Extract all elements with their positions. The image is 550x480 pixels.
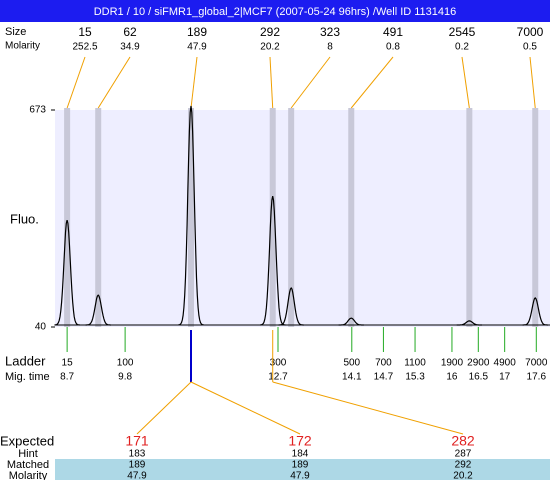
mig-time: 16.5 bbox=[469, 372, 489, 383]
mig-time: 15.3 bbox=[405, 372, 425, 383]
peak-band bbox=[532, 108, 539, 327]
expected-size: 172 bbox=[288, 433, 312, 449]
matched: 292 bbox=[455, 460, 472, 471]
match-connector bbox=[190, 381, 301, 435]
peak-size: 7000 bbox=[517, 25, 544, 39]
peak-band bbox=[288, 108, 295, 327]
peak-trace bbox=[522, 296, 548, 326]
peak-connector bbox=[97, 56, 131, 109]
peak-molarity: 20.2 bbox=[260, 42, 280, 53]
hint: 184 bbox=[292, 449, 309, 460]
peak-connector bbox=[269, 56, 274, 109]
peak-band bbox=[466, 108, 473, 327]
peak-molarity: 252.5 bbox=[72, 42, 97, 53]
peak-molarity: 0.2 bbox=[455, 42, 469, 53]
ladder-size: 4900 bbox=[494, 358, 517, 369]
ladder-size: 15 bbox=[62, 358, 74, 369]
peak-trace bbox=[456, 320, 482, 326]
matched: 189 bbox=[292, 460, 309, 471]
matched: 189 bbox=[129, 460, 146, 471]
ladder-size: 7000 bbox=[525, 358, 548, 369]
peak-connector bbox=[529, 56, 536, 109]
peak-molarity: 0.5 bbox=[523, 42, 537, 53]
matched-band bbox=[55, 459, 550, 480]
peak-connector bbox=[190, 56, 198, 109]
peak-molarity: 8 bbox=[327, 42, 333, 53]
peak-size: 491 bbox=[383, 25, 403, 39]
peak-band bbox=[269, 108, 276, 327]
peak-molarity: 0.8 bbox=[386, 42, 400, 53]
peak-band bbox=[95, 108, 102, 327]
ladder-label: Ladder bbox=[5, 353, 46, 368]
ladder-size: 100 bbox=[117, 358, 134, 369]
peak-size: 15 bbox=[78, 25, 92, 39]
molarity: 47.9 bbox=[290, 471, 310, 480]
peak-connector bbox=[350, 56, 394, 109]
peak-band bbox=[188, 108, 195, 327]
row-label: Size bbox=[5, 26, 26, 38]
expected-size: 171 bbox=[125, 433, 149, 449]
match-connector bbox=[272, 381, 464, 435]
peak-band bbox=[348, 108, 355, 327]
molarity: 47.9 bbox=[127, 471, 147, 480]
peak-trace bbox=[338, 317, 364, 326]
expected-label: Expected bbox=[0, 433, 54, 448]
plot-area bbox=[55, 110, 550, 327]
peak-trace bbox=[85, 294, 111, 326]
peak-band bbox=[64, 108, 71, 327]
ladder-size: 500 bbox=[343, 358, 360, 369]
y-axis-label: Fluo. bbox=[10, 211, 39, 226]
row-label: Molarity bbox=[5, 41, 40, 52]
mig-time: 9.8 bbox=[118, 372, 132, 383]
peak-size: 189 bbox=[187, 25, 207, 39]
title-bar bbox=[0, 0, 550, 22]
peak-molarity: 47.9 bbox=[187, 42, 207, 53]
ladder-size: 1100 bbox=[404, 358, 426, 369]
peak-size: 323 bbox=[320, 25, 340, 39]
mig-time: 17.6 bbox=[527, 372, 547, 383]
molarity: 20.2 bbox=[453, 471, 473, 480]
hint: 183 bbox=[129, 449, 146, 460]
ladder-size: 700 bbox=[375, 358, 392, 369]
row-label: Matched bbox=[7, 459, 49, 471]
peak-size: 2545 bbox=[449, 25, 476, 39]
mig-time: 16 bbox=[446, 372, 458, 383]
peak-trace bbox=[260, 195, 286, 326]
mig-time: 14.7 bbox=[374, 372, 394, 383]
peak-size: 62 bbox=[123, 25, 137, 39]
peak-molarity: 34.9 bbox=[120, 42, 140, 53]
peak-size: 292 bbox=[260, 25, 280, 39]
mig-time: 17 bbox=[499, 372, 511, 383]
ladder-size: 2900 bbox=[467, 358, 490, 369]
y-tick-label: 40 bbox=[35, 322, 47, 333]
peak-trace bbox=[178, 105, 204, 326]
peak-connector bbox=[66, 56, 86, 109]
title: DDR1 / 10 / siFMR1_global_2|MCF7 (2007-0… bbox=[94, 6, 457, 18]
peak-trace bbox=[54, 219, 80, 326]
peak-connector bbox=[290, 56, 331, 109]
hint: 287 bbox=[455, 449, 472, 460]
peak-connector bbox=[461, 56, 470, 109]
row-label: Molarity bbox=[9, 470, 48, 480]
mig-time: 8.7 bbox=[60, 372, 74, 383]
expected-size: 282 bbox=[451, 433, 475, 449]
ladder-size: 300 bbox=[270, 358, 287, 369]
mig-time: 14.1 bbox=[342, 372, 362, 383]
row-label: Hint bbox=[18, 448, 38, 460]
ladder-size: 1900 bbox=[441, 358, 464, 369]
mig-time: 12.7 bbox=[268, 372, 288, 383]
y-tick-label: 673 bbox=[29, 105, 46, 116]
match-connector bbox=[136, 381, 192, 435]
peak-trace bbox=[278, 286, 304, 326]
mig-time-label: Mig. time bbox=[5, 371, 50, 383]
